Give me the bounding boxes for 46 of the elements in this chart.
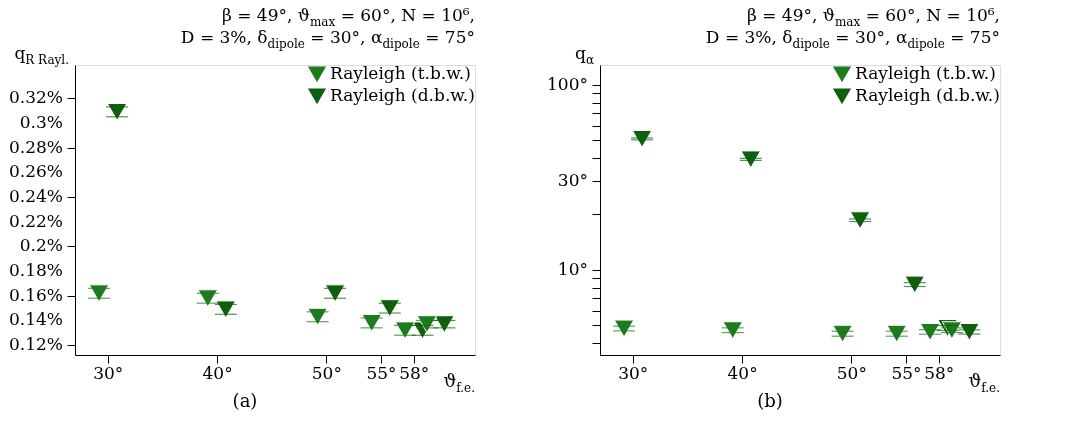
x-tick-label: 50°	[836, 362, 867, 383]
point	[740, 150, 762, 169]
legend-label: Rayleigh (d.b.w.)	[855, 85, 1000, 105]
x-tick-label: 50°	[311, 362, 342, 383]
y-tick-label: 0.26%	[8, 161, 63, 182]
point	[197, 289, 219, 308]
point	[379, 299, 400, 318]
x-tick-label: 55°	[891, 362, 922, 383]
y-tick-label: 0.22%	[8, 210, 63, 231]
y-tick-label: 30°	[557, 170, 588, 191]
x-tick-label: 58°	[399, 362, 430, 383]
text: (b)	[757, 390, 783, 411]
legend-label: Rayleigh (d.b.w.)	[330, 85, 475, 105]
y-tick-label: 0.18%	[8, 260, 63, 281]
point	[886, 324, 907, 343]
point	[919, 322, 941, 341]
y-tick-label: 100°	[547, 73, 588, 94]
x-tick-label: 40°	[727, 362, 758, 383]
y-tick-label: 0.3%	[19, 112, 63, 132]
y-tick-label: 0.14%	[8, 309, 63, 330]
text: (a)	[232, 390, 258, 411]
point	[722, 321, 744, 340]
x-tick-label: 30°	[93, 362, 124, 383]
point	[394, 321, 416, 340]
point	[849, 211, 871, 230]
y-tick-label: 0.16%	[8, 284, 63, 305]
point	[324, 284, 346, 303]
point	[307, 307, 328, 326]
point	[88, 284, 110, 303]
point	[613, 319, 635, 338]
legend-label: Rayleigh (t.b.w.)	[855, 63, 996, 83]
y-tick-label: 0.24%	[8, 186, 63, 207]
y-tick-label: 0.32%	[8, 87, 63, 108]
x-tick-label: 58°	[924, 362, 955, 383]
point	[434, 315, 455, 334]
y-tick-label: 0.2%	[19, 235, 63, 256]
y-tick-label: 0.28%	[8, 136, 63, 157]
y-tick-label: 0.12%	[8, 334, 63, 355]
y-tick-label: 10°	[557, 258, 588, 279]
point	[215, 300, 237, 319]
point	[832, 324, 853, 343]
x-tick-label: 30°	[618, 362, 649, 383]
point	[904, 275, 925, 294]
x-tick-label: 40°	[202, 362, 233, 383]
legend-label: Rayleigh (t.b.w.)	[330, 63, 471, 83]
x-tick-label: 55°	[366, 362, 397, 383]
